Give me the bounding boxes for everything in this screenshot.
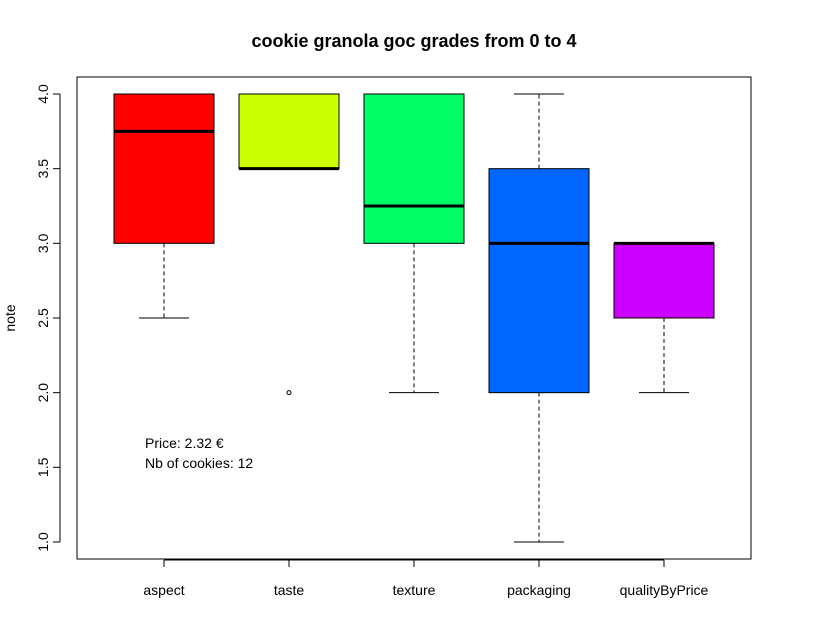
box-group (113, 93, 715, 543)
box-qualityByPrice (613, 241, 715, 394)
y-axis: 1.0 1.5 2.0 2.5 3.0 3.5 4.0 (35, 84, 61, 552)
box-rect (113, 93, 215, 244)
x-tick-label: texture (393, 582, 436, 598)
x-tick-label: packaging (507, 582, 571, 598)
y-tick-label: 2.0 (35, 383, 51, 403)
box-aspect (113, 93, 215, 319)
y-tick-label: 1.5 (35, 457, 51, 477)
box-texture (363, 93, 465, 394)
y-tick-label: 3.5 (35, 159, 51, 179)
x-tick-label: aspect (143, 582, 184, 598)
y-tick-label: 3.0 (35, 233, 51, 253)
y-tick-label: 1.0 (35, 532, 51, 552)
chart-title: cookie granola goc grades from 0 to 4 (251, 31, 576, 51)
box-rect (363, 93, 465, 244)
y-tick-label: 4.0 (35, 84, 51, 104)
box-rect (238, 93, 340, 170)
y-axis-label: note (2, 304, 18, 331)
outlier-point (286, 390, 292, 396)
plot-frame (76, 76, 752, 560)
x-axis: aspect taste texture packaging qualityByPric… (143, 559, 709, 598)
y-tick-label: 2.5 (35, 308, 51, 328)
count-annotation: Nb of cookies: 12 (145, 455, 253, 471)
box-packaging (488, 93, 590, 543)
x-tick-label: taste (274, 582, 305, 598)
box-rect (613, 242, 715, 319)
price-annotation: Price: 2.32 € (145, 435, 224, 451)
box-taste (238, 93, 340, 396)
box-rect (488, 168, 590, 394)
x-tick-label: qualityByPrice (620, 582, 709, 598)
